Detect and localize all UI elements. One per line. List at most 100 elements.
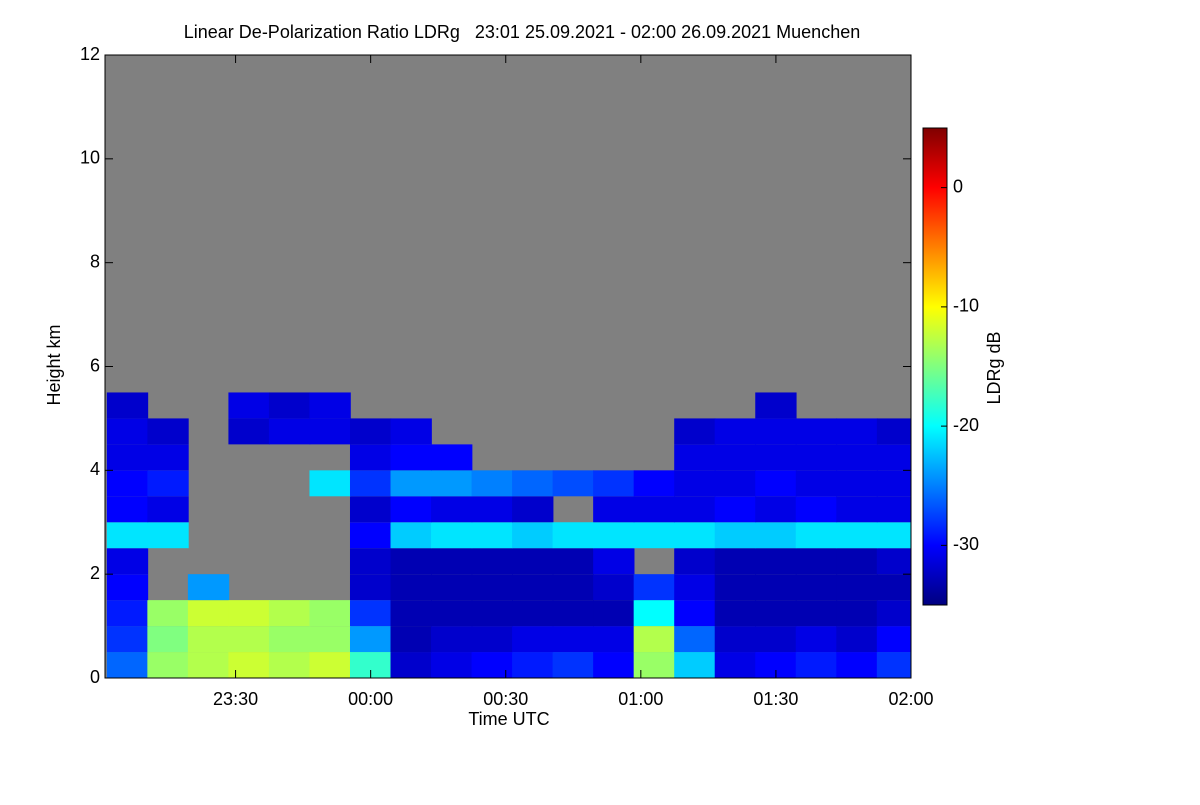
heatmap-cell <box>228 600 270 627</box>
heatmap-cell <box>714 600 757 627</box>
heatmap-cell <box>552 548 594 575</box>
heatmap-cell <box>268 418 311 445</box>
heatmap-cell <box>836 626 878 653</box>
heatmap-cell <box>876 574 911 601</box>
heatmap-cell <box>512 652 554 678</box>
heatmap-cell <box>106 496 149 523</box>
heatmap-cell <box>836 470 878 497</box>
heatmap-cell <box>147 626 189 653</box>
x-axis-label: Time UTC <box>468 709 549 729</box>
heatmap-cell <box>755 600 797 627</box>
heatmap-cell <box>512 496 554 523</box>
heatmap-cell <box>349 522 392 549</box>
heatmap-cell <box>106 444 149 471</box>
heatmap-cell <box>755 626 797 653</box>
heatmap-cell <box>876 652 911 678</box>
heatmap-cell <box>795 600 838 627</box>
heatmap-cell <box>228 626 270 653</box>
x-tick-label: 02:00 <box>888 689 933 709</box>
heatmap-cell <box>309 652 351 678</box>
heatmap-cell <box>512 548 554 575</box>
heatmap-cell <box>552 626 594 653</box>
heatmap-cell <box>471 574 513 601</box>
x-tick-label: 01:00 <box>618 689 663 709</box>
heatmap-cell <box>187 574 230 601</box>
heatmap-cell <box>512 574 554 601</box>
heatmap-cell <box>147 600 189 627</box>
heatmap-cell <box>349 418 392 445</box>
heatmap-cell <box>512 470 554 497</box>
heatmap-cell <box>106 548 149 575</box>
heatmap-cell <box>309 600 351 627</box>
heatmap-cell <box>431 496 473 523</box>
heatmap-cell <box>552 470 594 497</box>
heatmap-cell <box>471 600 513 627</box>
heatmap-cell <box>755 574 797 601</box>
heatmap-cell <box>795 522 838 549</box>
heatmap-cell <box>714 418 757 445</box>
heatmap-cell <box>187 652 230 678</box>
heatmap-cell <box>795 652 838 678</box>
heatmap-cell <box>593 652 635 678</box>
heatmap-cell <box>593 548 635 575</box>
heatmap-cell <box>147 470 189 497</box>
heatmap-cell <box>593 522 635 549</box>
heatmap-cell <box>431 574 473 601</box>
y-tick-label: 8 <box>90 251 100 271</box>
heatmap-cell <box>390 418 432 445</box>
heatmap-cell <box>795 418 838 445</box>
y-tick-label: 0 <box>90 667 100 687</box>
heatmap-cell <box>876 548 911 575</box>
heatmap-cell <box>552 522 594 549</box>
heatmap-cell <box>674 548 716 575</box>
colorbar-tick-label: 0 <box>953 176 963 196</box>
x-tick-label: 23:30 <box>213 689 258 709</box>
heatmap-cell <box>390 574 432 601</box>
heatmap-cell <box>876 418 911 445</box>
heatmap-cell <box>795 470 838 497</box>
heatmap-cell <box>714 496 757 523</box>
heatmap-cell <box>674 444 716 471</box>
heatmap-cell <box>795 496 838 523</box>
heatmap-cell <box>390 626 432 653</box>
heatmap-cell <box>633 574 676 601</box>
heatmap-cell <box>309 626 351 653</box>
heatmap-cell <box>228 392 270 419</box>
heatmap-cell <box>309 470 351 497</box>
heatmap-cell <box>674 470 716 497</box>
heatmap-cell <box>633 600 676 627</box>
heatmap-cell <box>268 600 311 627</box>
heatmap-cell <box>674 600 716 627</box>
x-tick-label: 00:30 <box>483 689 528 709</box>
colorbar-tick-label: -10 <box>953 296 979 316</box>
heatmap-cell <box>714 470 757 497</box>
heatmap-cell <box>836 496 878 523</box>
heatmap-cell <box>390 600 432 627</box>
heatmap-cell <box>471 522 513 549</box>
heatmap-cell <box>876 444 911 471</box>
heatmap-cell <box>106 392 149 419</box>
colorbar-label: LDRg dB <box>984 331 1004 404</box>
heatmap-cell <box>552 652 594 678</box>
heatmap-cell <box>674 496 716 523</box>
heatmap-cell <box>106 470 149 497</box>
heatmap-cell <box>836 418 878 445</box>
heatmap-cell <box>674 418 716 445</box>
heatmap-cell <box>795 548 838 575</box>
heatmap-cell <box>876 626 911 653</box>
heatmap-cell <box>106 522 149 549</box>
heatmap-cell <box>714 626 757 653</box>
heatmap-cell <box>431 626 473 653</box>
heatmap-cell <box>431 548 473 575</box>
heatmap-cell <box>228 418 270 445</box>
heatmap-cell <box>471 470 513 497</box>
heatmap-cell <box>552 574 594 601</box>
heatmap-cell <box>431 522 473 549</box>
heatmap-cell <box>836 652 878 678</box>
heatmap-cell <box>471 548 513 575</box>
heatmap-cell <box>390 444 432 471</box>
heatmap-cell <box>755 392 797 419</box>
heatmap-cell <box>106 574 149 601</box>
heatmap-cell <box>390 652 432 678</box>
